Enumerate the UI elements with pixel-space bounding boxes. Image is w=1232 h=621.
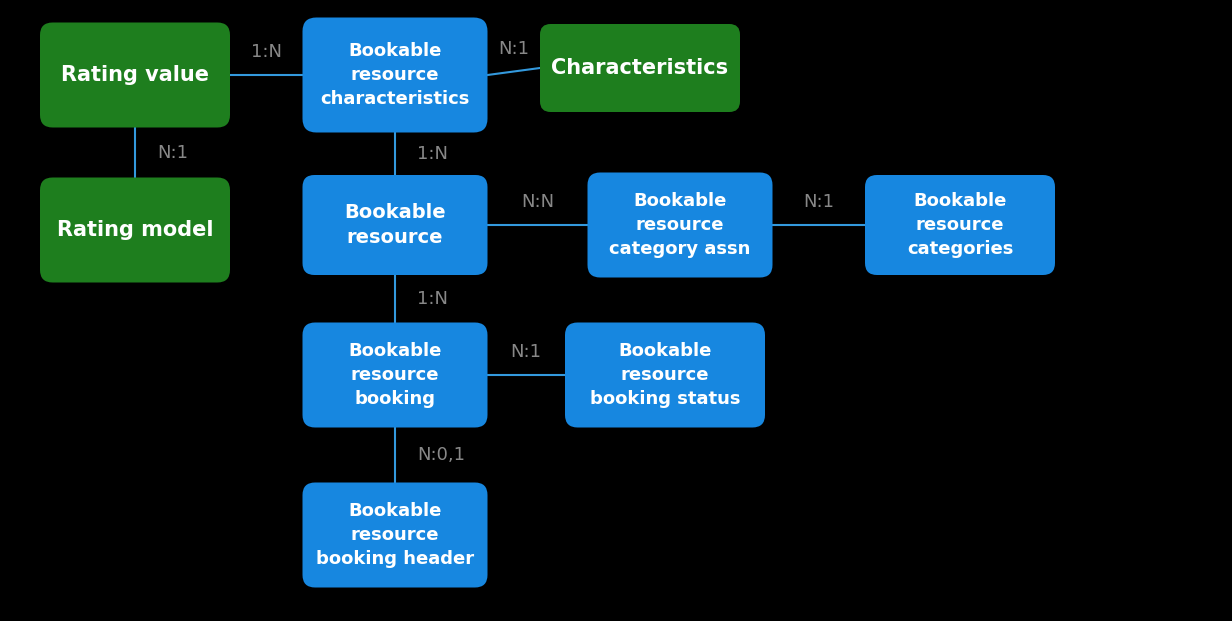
FancyBboxPatch shape <box>303 483 488 587</box>
Text: Bookable
resource
categories: Bookable resource categories <box>907 193 1013 258</box>
Text: Bookable
resource
characteristics: Bookable resource characteristics <box>320 42 469 107</box>
Text: Bookable
resource
booking status: Bookable resource booking status <box>590 342 740 407</box>
Text: N:N: N:N <box>521 193 554 211</box>
Text: Bookable
resource
booking: Bookable resource booking <box>349 342 442 407</box>
Text: N:1: N:1 <box>498 40 530 58</box>
FancyBboxPatch shape <box>303 17 488 132</box>
FancyBboxPatch shape <box>540 24 740 112</box>
Text: Bookable
resource
booking header: Bookable resource booking header <box>315 502 474 568</box>
Text: Characteristics: Characteristics <box>552 58 728 78</box>
Text: 1:N: 1:N <box>416 290 448 308</box>
FancyBboxPatch shape <box>865 175 1055 275</box>
Text: 1:N: 1:N <box>251 43 282 61</box>
FancyBboxPatch shape <box>39 22 230 127</box>
FancyBboxPatch shape <box>565 322 765 427</box>
Text: 1:N: 1:N <box>416 145 448 163</box>
Text: N:1: N:1 <box>803 193 834 211</box>
Text: N:1: N:1 <box>511 343 542 361</box>
Text: Rating model: Rating model <box>57 220 213 240</box>
Text: Bookable
resource: Bookable resource <box>344 203 446 247</box>
Text: Bookable
resource
category assn: Bookable resource category assn <box>610 193 750 258</box>
Text: Rating value: Rating value <box>62 65 209 85</box>
FancyBboxPatch shape <box>303 175 488 275</box>
FancyBboxPatch shape <box>588 173 772 278</box>
FancyBboxPatch shape <box>39 178 230 283</box>
FancyBboxPatch shape <box>303 322 488 427</box>
Text: N:1: N:1 <box>156 143 188 161</box>
Text: N:0,1: N:0,1 <box>416 446 464 464</box>
